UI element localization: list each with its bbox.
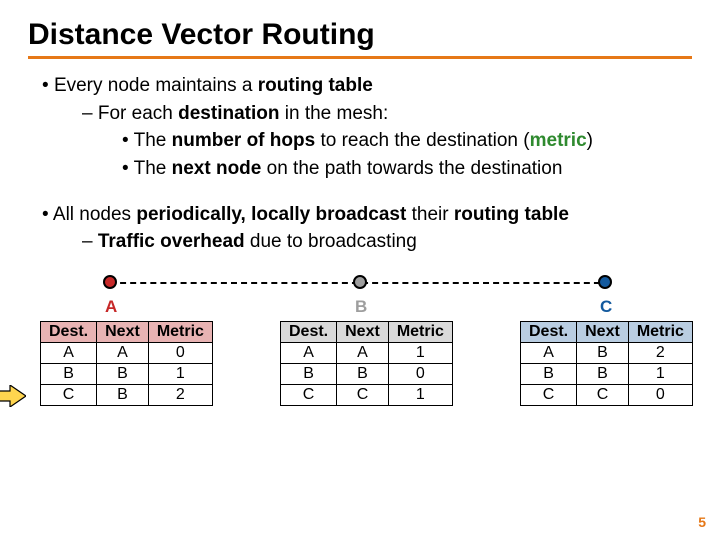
text: For each xyxy=(98,103,178,124)
table-cell: C xyxy=(521,384,577,405)
text-bold: routing table xyxy=(258,75,373,96)
table-row: CC1 xyxy=(281,384,453,405)
table-header: Dest. xyxy=(41,321,97,342)
table-cell: 0 xyxy=(148,342,212,363)
node-row: A B C xyxy=(30,273,690,303)
table-row: CC0 xyxy=(521,384,693,405)
table-cell: B xyxy=(577,342,629,363)
node-b xyxy=(353,275,367,289)
routing-table-c: Dest.NextMetricAB2BB1CC0 xyxy=(520,321,693,406)
table-cell: B xyxy=(41,363,97,384)
table-cell: A xyxy=(281,342,337,363)
text: All nodes xyxy=(53,204,136,225)
table-row: BB1 xyxy=(41,363,213,384)
metric-text: metric xyxy=(530,130,587,151)
text-bold: periodically, locally broadcast xyxy=(136,204,406,225)
text: to reach the destination ( xyxy=(315,130,529,151)
text-bold: routing table xyxy=(454,204,569,225)
table-cell: B xyxy=(337,363,389,384)
slide-title: Distance Vector Routing xyxy=(28,18,692,52)
text: The xyxy=(134,158,172,179)
table-cell: 1 xyxy=(388,384,452,405)
bullet-1a: For each destination in the mesh: xyxy=(82,101,692,127)
network-diagram: A B C Dest.NextMetricAA0BB1CB2 Dest.Next… xyxy=(30,273,690,463)
bullet-1: Every node maintains a routing table xyxy=(42,73,692,99)
table-cell: 1 xyxy=(388,342,452,363)
table-cell: C xyxy=(41,384,97,405)
bullet-2: All nodes periodically, locally broadcas… xyxy=(42,202,692,228)
table-cell: 0 xyxy=(388,363,452,384)
table-cell: 2 xyxy=(148,384,212,405)
table-cell: B xyxy=(97,363,149,384)
table-header: Next xyxy=(577,321,629,342)
table-header: Dest. xyxy=(281,321,337,342)
table-cell: 2 xyxy=(628,342,692,363)
text: due to broadcasting xyxy=(245,231,417,252)
table-cell: C xyxy=(337,384,389,405)
table-cell: 1 xyxy=(628,363,692,384)
text-bold: number of hops xyxy=(172,130,316,151)
table-row: CB2 xyxy=(41,384,213,405)
table-header: Metric xyxy=(388,321,452,342)
bullet-1a2: The next node on the path towards the de… xyxy=(122,156,692,182)
node-label-b: B xyxy=(355,297,367,317)
bullet-list: Every node maintains a routing table For… xyxy=(28,73,692,255)
routing-table-a: Dest.NextMetricAA0BB1CB2 xyxy=(40,321,213,406)
table-row: BB1 xyxy=(521,363,693,384)
table-cell: A xyxy=(97,342,149,363)
table-header: Dest. xyxy=(521,321,577,342)
table-row: BB0 xyxy=(281,363,453,384)
routing-table-b: Dest.NextMetricAA1BB0CC1 xyxy=(280,321,453,406)
table-cell: B xyxy=(521,363,577,384)
table-header: Metric xyxy=(148,321,212,342)
node-a xyxy=(103,275,117,289)
node-c xyxy=(598,275,612,289)
node-label-c: C xyxy=(600,297,612,317)
table-cell: 0 xyxy=(628,384,692,405)
table-row: AA1 xyxy=(281,342,453,363)
text-bold: next node xyxy=(172,158,262,179)
table-header: Next xyxy=(337,321,389,342)
table-cell: 1 xyxy=(148,363,212,384)
text: The xyxy=(134,130,172,151)
title-rule xyxy=(28,56,692,59)
text: ) xyxy=(587,130,593,151)
arrow-icon xyxy=(0,385,26,407)
table-header: Metric xyxy=(628,321,692,342)
node-label-a: A xyxy=(105,297,117,317)
text: Every node maintains a xyxy=(54,75,258,96)
text-bold: destination xyxy=(178,103,279,124)
text: on the path towards the destination xyxy=(261,158,562,179)
bullet-1a1: The number of hops to reach the destinat… xyxy=(122,128,692,154)
table-cell: B xyxy=(97,384,149,405)
table-row: AB2 xyxy=(521,342,693,363)
table-header: Next xyxy=(97,321,149,342)
page-number: 5 xyxy=(698,514,706,530)
table-row: AA0 xyxy=(41,342,213,363)
table-cell: B xyxy=(281,363,337,384)
table-cell: C xyxy=(577,384,629,405)
text: their xyxy=(406,204,454,225)
text-bold: Traffic overhead xyxy=(98,231,245,252)
bullet-2a: Traffic overhead due to broadcasting xyxy=(82,229,692,255)
text: in the mesh: xyxy=(279,103,388,124)
table-cell: A xyxy=(521,342,577,363)
table-cell: A xyxy=(41,342,97,363)
table-cell: A xyxy=(337,342,389,363)
table-cell: C xyxy=(281,384,337,405)
table-cell: B xyxy=(577,363,629,384)
